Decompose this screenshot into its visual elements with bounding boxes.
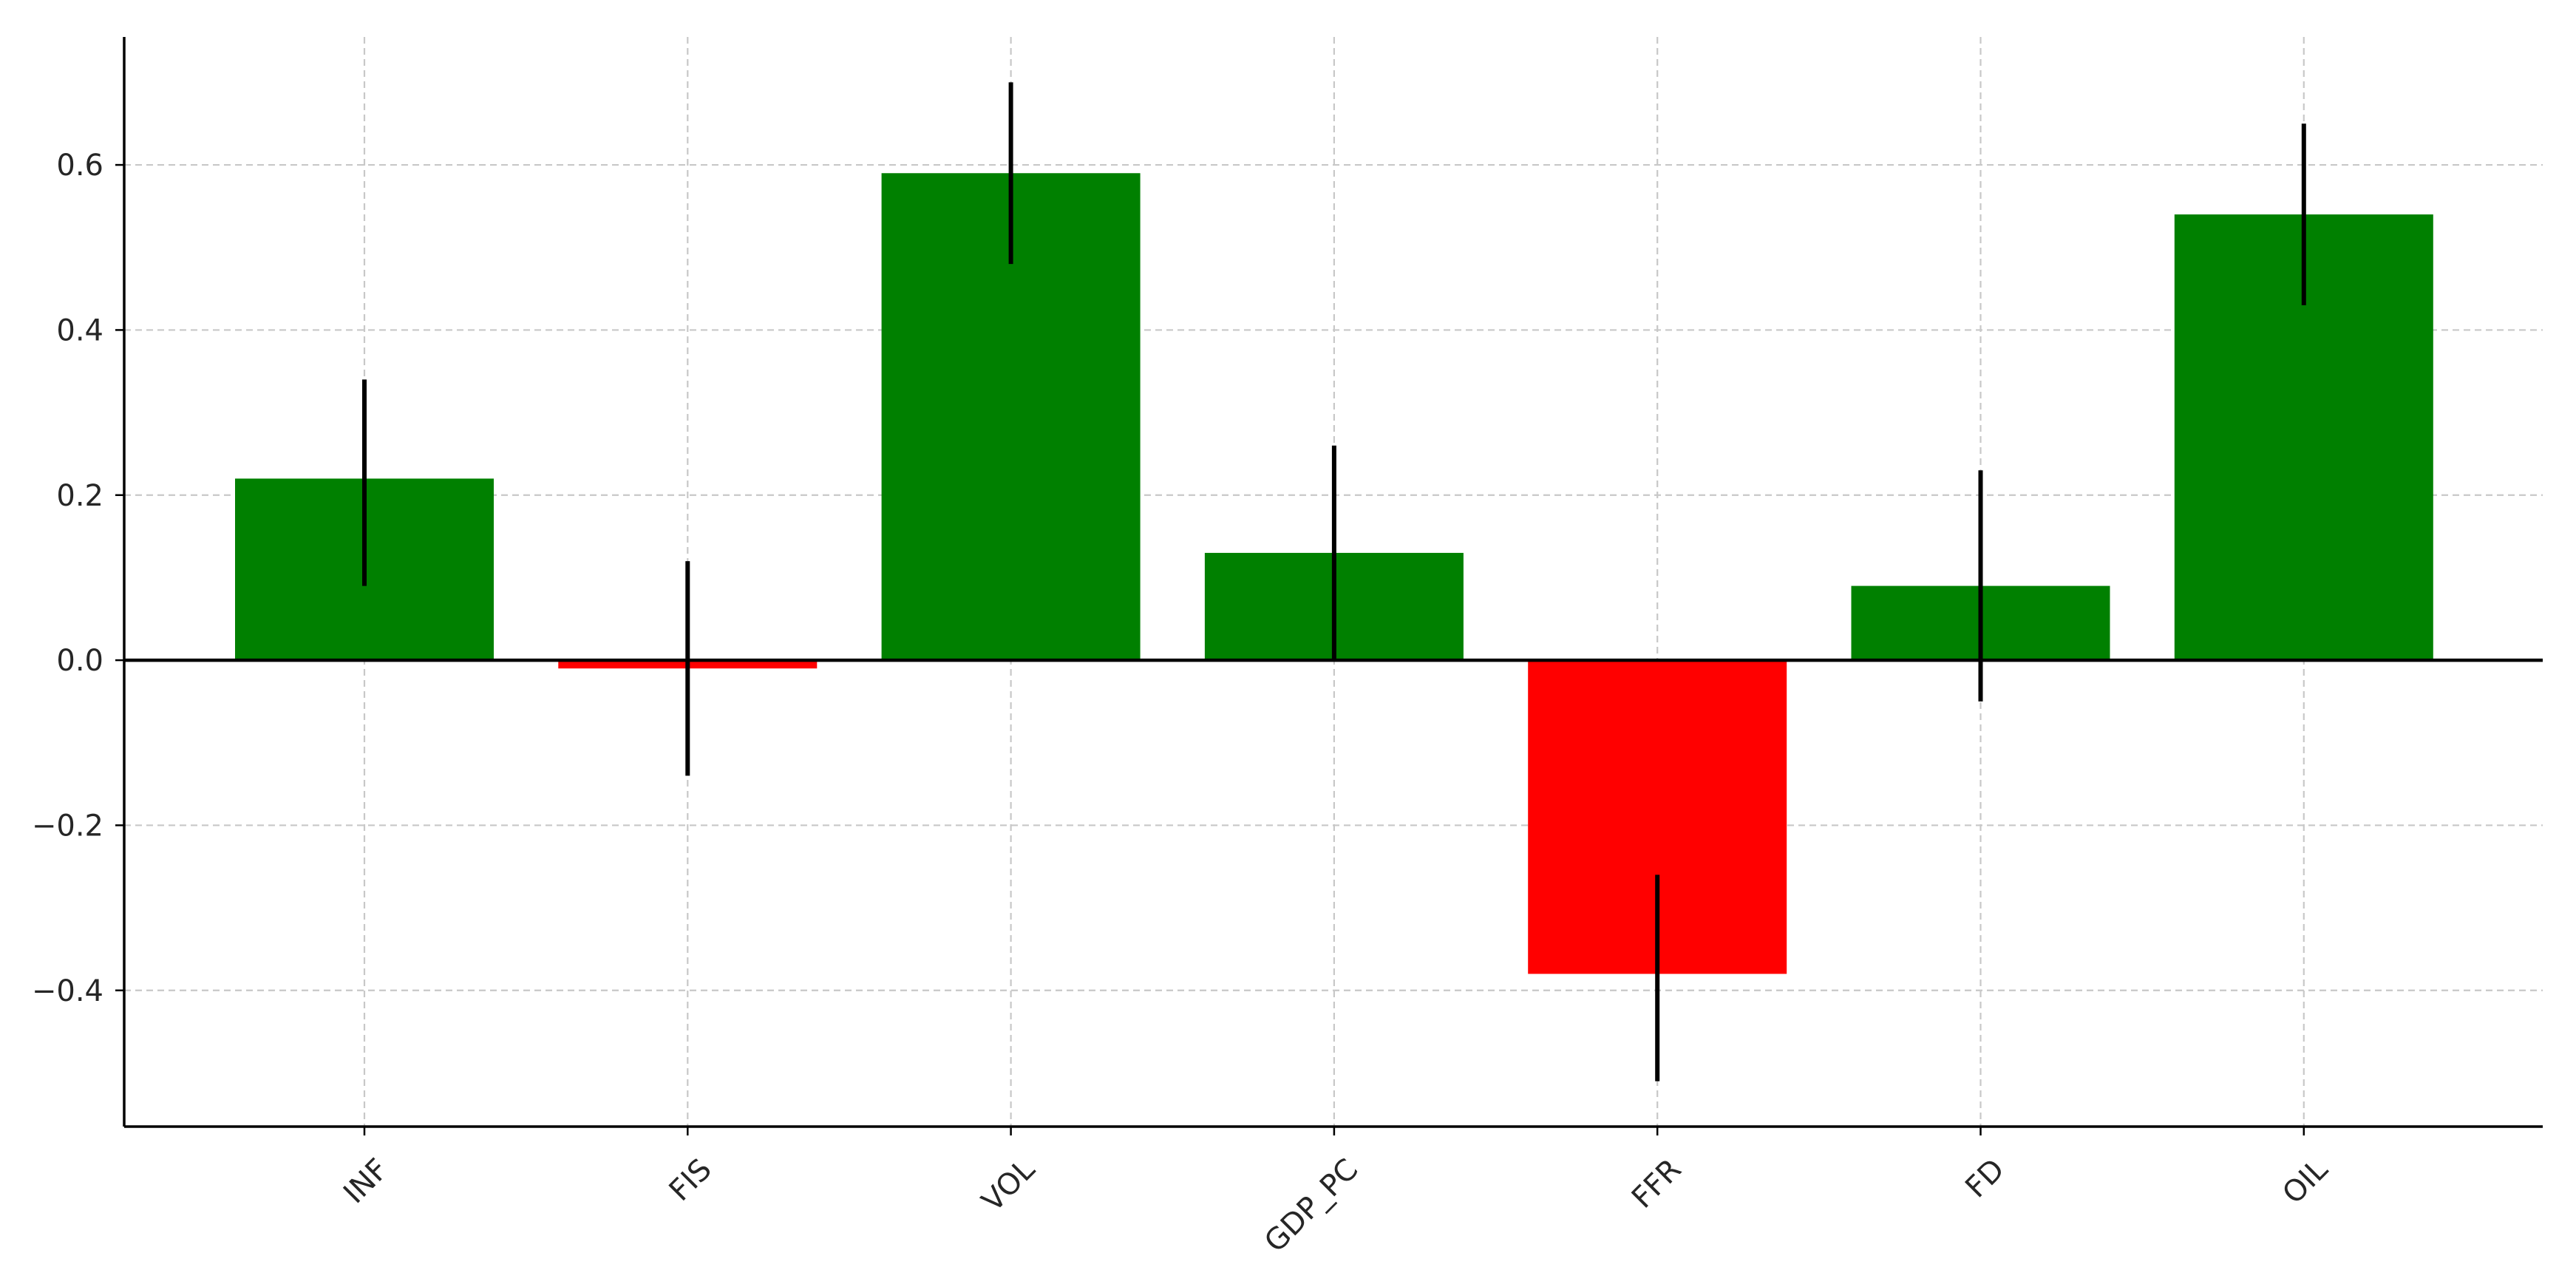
- x-tick-label: FFR: [1625, 1152, 1688, 1215]
- x-tick-label: VOL: [976, 1152, 1042, 1218]
- y-tick-label: −0.2: [32, 809, 103, 843]
- y-ticks: −0.4 −0.2 0.0 0.2 0.4 0.6: [32, 149, 124, 1008]
- x-tick-label: FIS: [663, 1152, 718, 1208]
- y-tick-label: 0.2: [56, 479, 103, 513]
- x-tick-label: INF: [337, 1152, 395, 1210]
- x-tick-label: OIL: [2276, 1152, 2334, 1210]
- y-tick-label: −0.4: [32, 974, 103, 1008]
- error-bars: [362, 82, 2306, 1081]
- x-ticks: INF FIS VOL GDP_PC FFR FD OIL: [337, 1127, 2335, 1259]
- x-tick-label: FD: [1959, 1152, 2011, 1205]
- y-tick-label: 0.6: [56, 149, 103, 183]
- x-tick-label: GDP_PC: [1258, 1152, 1365, 1259]
- y-tick-label: 0.0: [56, 644, 103, 678]
- y-tick-label: 0.4: [56, 313, 103, 347]
